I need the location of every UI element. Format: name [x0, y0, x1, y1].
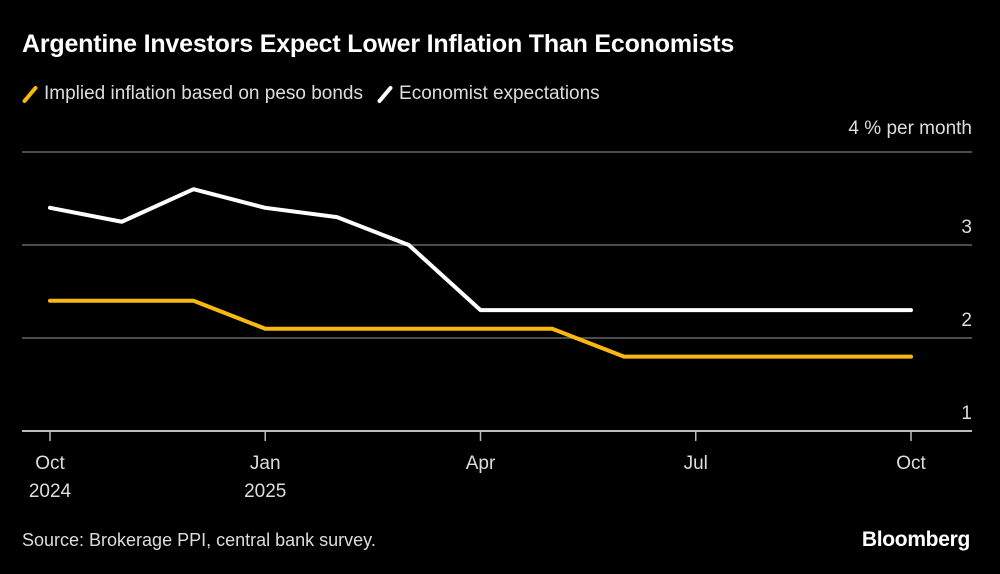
chart-title: Argentine Investors Expect Lower Inflati…: [22, 30, 735, 58]
source-note: Source: Brokerage PPI, central bank surv…: [22, 530, 376, 550]
x-tick-label: Apr: [466, 453, 496, 474]
x-tick-label: Oct: [35, 453, 65, 474]
bloomberg-logo: Bloomberg: [861, 528, 970, 551]
legend-item-implied: Implied inflation based on peso bonds: [21, 83, 364, 105]
y-axis-unit-label: 4 % per month: [848, 118, 972, 139]
legend-label-implied: Implied inflation based on peso bonds: [44, 83, 364, 104]
x-tick-label: Jan: [250, 453, 281, 474]
legend-label-economist: Economist expectations: [399, 83, 600, 104]
series-lines: [48, 187, 913, 359]
x-tick-sublabel: 2024: [29, 481, 72, 502]
y-tick-label: 1: [961, 403, 972, 424]
y-tick-label: 3: [961, 217, 972, 238]
gridlines: [22, 151, 972, 432]
legend-item-economist: Economist expectations: [376, 83, 600, 105]
series-line-economist-expectations: [48, 187, 913, 313]
y-tick-labels: 1 2 3: [961, 217, 972, 424]
x-tick-sublabel: 2025: [244, 481, 286, 502]
legend: Implied inflation based on peso bonds Ec…: [21, 83, 614, 105]
x-axis: Oct 2024 Jan 2025 Apr Jul Oct: [29, 431, 926, 502]
x-tick-label: Oct: [896, 453, 926, 474]
y-tick-label: 2: [961, 310, 972, 331]
x-tick-label: Jul: [684, 453, 708, 474]
